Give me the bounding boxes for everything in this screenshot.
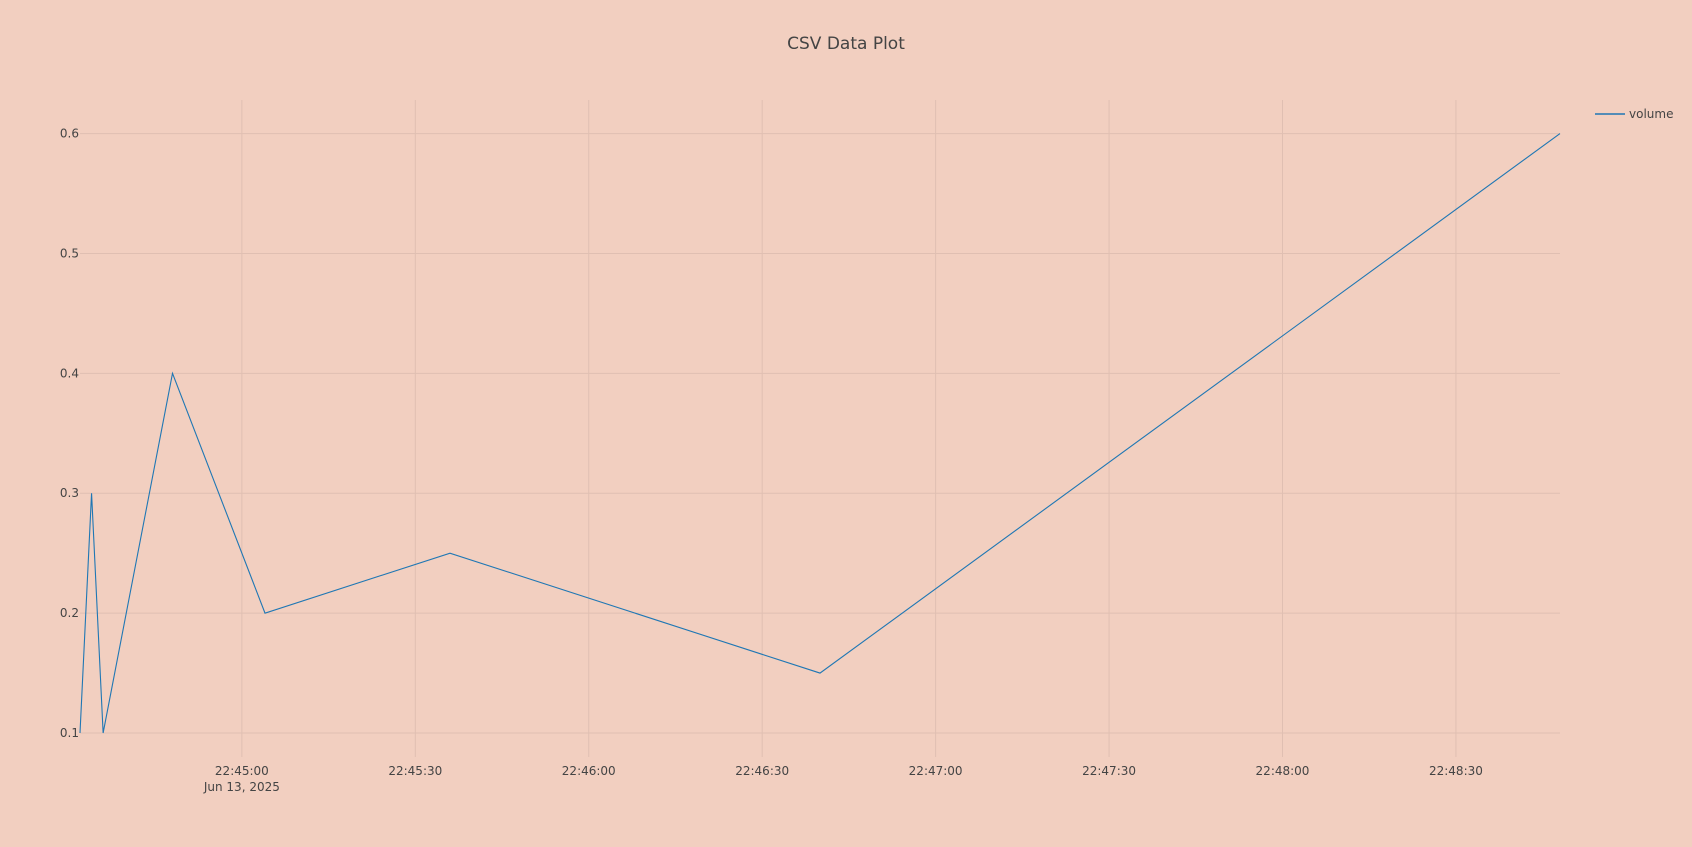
x-tick-label: 22:48:30 xyxy=(1429,764,1483,778)
x-tick-label: 22:47:30 xyxy=(1082,764,1136,778)
x-date-label: Jun 13, 2025 xyxy=(203,780,280,794)
y-tick-label: 0.2 xyxy=(60,606,79,620)
y-tick-label: 0.5 xyxy=(60,246,79,260)
legend-label: volume xyxy=(1629,107,1673,121)
y-tick-label: 0.3 xyxy=(60,486,79,500)
x-tick-label: 22:45:00 xyxy=(215,764,269,778)
chart-title: CSV Data Plot xyxy=(787,34,905,54)
y-tick-label: 0.6 xyxy=(60,127,79,141)
y-tick-label: 0.4 xyxy=(60,366,79,380)
x-tick-label: 22:46:30 xyxy=(735,764,789,778)
y-tick-label: 0.1 xyxy=(60,726,79,740)
x-tick-label: 22:46:00 xyxy=(562,764,616,778)
x-tick-label: 22:45:30 xyxy=(388,764,442,778)
x-tick-label: 22:48:00 xyxy=(1256,764,1310,778)
x-tick-label: 22:47:00 xyxy=(909,764,963,778)
